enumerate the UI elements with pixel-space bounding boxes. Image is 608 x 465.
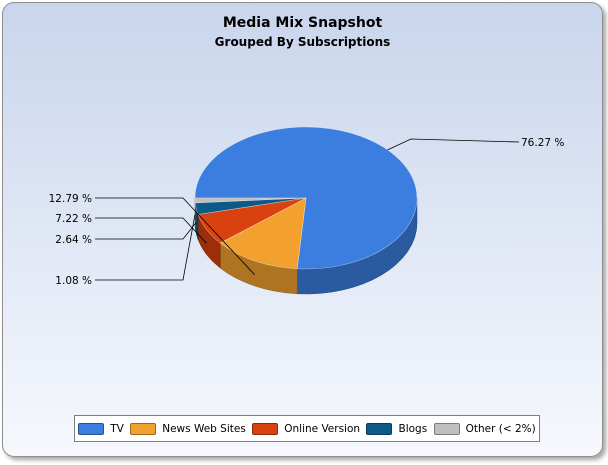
legend-swatch-news-web-sites [130, 422, 157, 435]
pie-top-faces [194, 126, 418, 270]
slice-label-3: 2.64 % [55, 234, 92, 246]
legend-label-tv: TV [110, 422, 124, 435]
slice-label-2: 7.22 % [55, 213, 92, 225]
legend-item-blogs: Blogs [366, 422, 428, 435]
pie-slice-1 [219, 197, 307, 270]
legend-item-other: Other (< 2%) [433, 422, 536, 435]
legend-item-online-version: Online Version [252, 422, 361, 435]
pie-chart: 76.27 % 12.79 % 7.22 % 2.64 % 1.08 % [49, 126, 565, 295]
leader-line-3 [95, 222, 197, 240]
legend-item-tv: TV [78, 422, 124, 435]
legend: TV News Web Sites Online Version Blogs O… [74, 415, 540, 442]
legend-item-news-web-sites: News Web Sites [130, 422, 246, 435]
legend-swatch-online-version [252, 422, 279, 435]
chart-title: Media Mix Snapshot [222, 15, 383, 31]
slice-label-4: 1.08 % [55, 275, 92, 287]
legend-label-blogs: Blogs [398, 422, 428, 435]
slice-label-0: 76.27 % [521, 137, 564, 149]
legend-swatch-blogs [366, 422, 393, 435]
leader-line-2 [95, 217, 207, 244]
legend-label-other: Other (< 2%) [465, 422, 536, 435]
leader-line-1 [95, 197, 255, 275]
chart-subtitle: Grouped By Subscriptions [214, 35, 391, 49]
legend-label-online-version: Online Version [284, 422, 361, 435]
slice-label-1: 12.79 % [49, 193, 92, 205]
leader-line-0 [387, 138, 520, 151]
chart-panel: Media Mix Snapshot Grouped By Subscripti… [2, 2, 603, 457]
pie-slice-4 [194, 197, 307, 204]
leader-line-4 [95, 214, 196, 281]
legend-label-news-web-sites: News Web Sites [162, 422, 246, 435]
pie-side-walls [194, 197, 418, 295]
legend-swatch-other [433, 422, 460, 435]
legend-swatch-tv [78, 422, 105, 435]
pie-labels: 76.27 % 12.79 % 7.22 % 2.64 % 1.08 % [49, 137, 565, 287]
